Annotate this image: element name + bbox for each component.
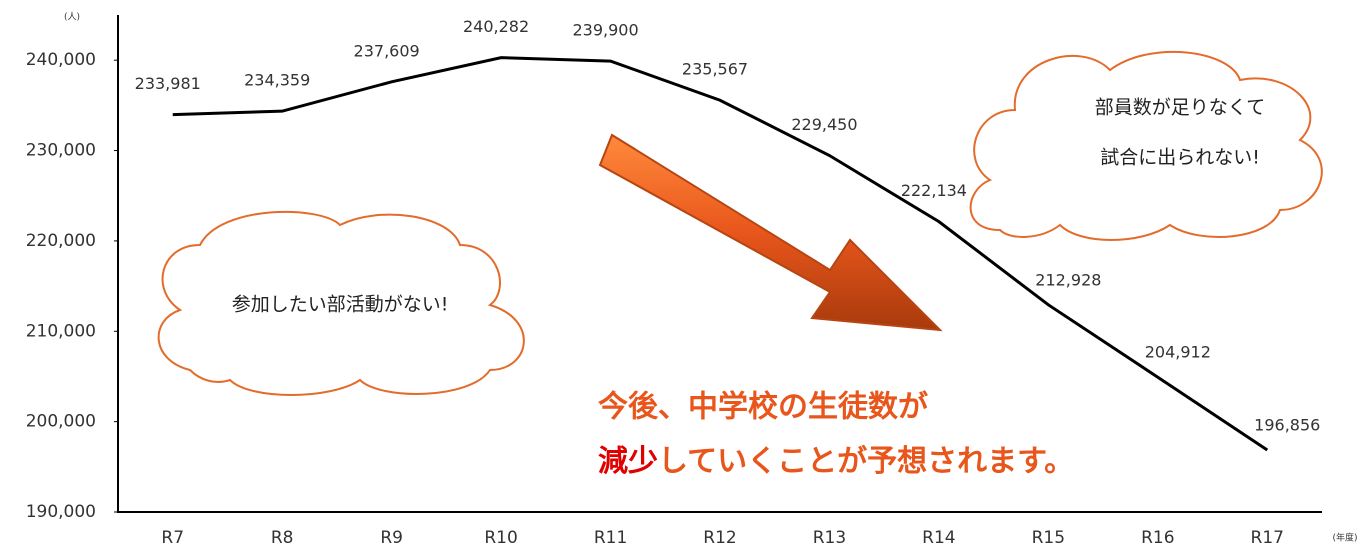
x-tick-label: R7	[161, 528, 184, 548]
value-label: 212,928	[1035, 270, 1101, 289]
cloud-right	[969, 50, 1323, 241]
value-label: 234,359	[244, 71, 310, 90]
y-tick-label: 190,000	[26, 502, 96, 522]
y-tick-label: 200,000	[26, 412, 96, 432]
x-tick-label: R8	[271, 528, 294, 548]
value-label: 237,609	[354, 41, 420, 60]
message: 減少していくことが予想されます。	[598, 444, 1074, 479]
value-label: 240,282	[463, 17, 529, 36]
y-tick-label: 230,000	[26, 141, 96, 161]
y-tick-label: 210,000	[26, 321, 96, 341]
value-label: 235,567	[682, 60, 748, 79]
cloud-left	[157, 210, 525, 396]
line	[172, 56, 1269, 452]
value-label: 239,900	[572, 21, 638, 40]
value-label: 229,450	[791, 115, 857, 134]
x-tick-label: R13	[813, 528, 846, 548]
message: 今後、中学校の生徒数が	[598, 390, 928, 425]
y-tick-label: 220,000	[26, 231, 96, 251]
bubble-text: 部員数が足りなくて	[1095, 97, 1265, 119]
x-tick-label: R9	[380, 528, 403, 548]
message-rest: していくことが予想されます。	[658, 444, 1074, 479]
y-unit: (人)	[64, 12, 80, 23]
x-tick-label: R12	[703, 528, 736, 548]
x-tick-label: R10	[484, 528, 517, 548]
y-tick-label: 240,000	[26, 50, 96, 70]
x-unit: (年度)	[1332, 532, 1357, 544]
value-label: 196,856	[1254, 416, 1320, 435]
x-tick-label: R16	[1141, 528, 1174, 548]
x-tick-label: R14	[922, 528, 955, 548]
arrow	[598, 133, 943, 332]
x-tick-label: R17	[1251, 528, 1284, 548]
x-tick-label: R15	[1032, 528, 1065, 548]
message-red: 減少	[598, 444, 658, 479]
x-tick-label: R11	[594, 528, 627, 548]
bubble-text: 参加したい部活動がない!	[232, 294, 449, 316]
value-label: 222,134	[901, 181, 967, 200]
value-label: 233,981	[135, 74, 201, 93]
bubble-text: 試合に出られない!	[1100, 147, 1260, 169]
value-label: 204,912	[1145, 343, 1211, 362]
